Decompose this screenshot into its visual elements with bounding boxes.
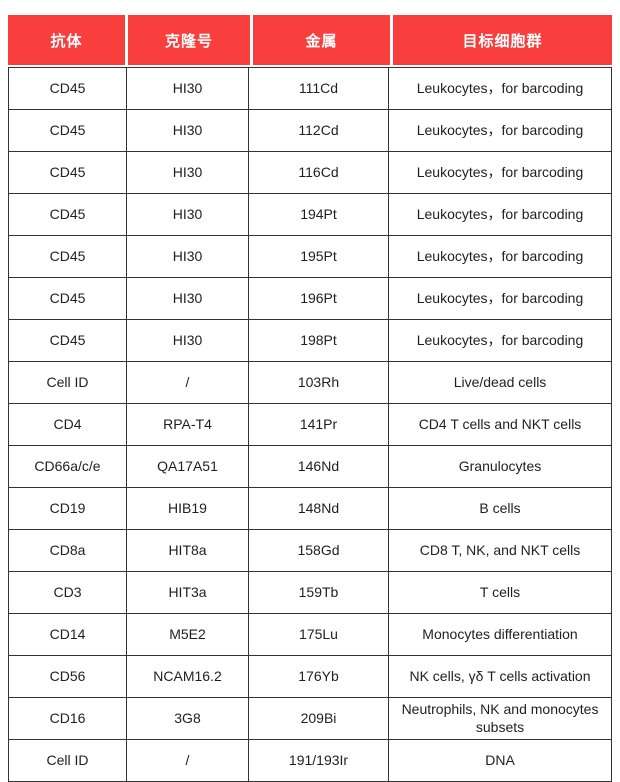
table-cell-antibody: CD3 bbox=[53, 583, 82, 600]
table-cell-metal: 176Yb bbox=[248, 656, 388, 697]
table-cell-metal: 196Pt bbox=[248, 278, 388, 319]
table-cell-metal: 158Gd bbox=[248, 530, 388, 571]
table-cell-clone: HIT3a bbox=[126, 572, 248, 613]
table-row: CD45 HI30 198Pt Leukocytes，for barcoding bbox=[9, 319, 611, 361]
table-cell-clone: / bbox=[126, 740, 248, 781]
table-cell-target: Leukocytes，for barcoding bbox=[388, 152, 611, 193]
table-cell-target: Leukocytes，for barcoding bbox=[388, 320, 611, 361]
table-cell-clone: HI30 bbox=[126, 110, 248, 151]
table-cell-target: Leukocytes，for barcoding bbox=[388, 194, 611, 235]
table-cell-target: Granulocytes bbox=[388, 446, 611, 487]
table-cell-metal: 191/193Ir bbox=[248, 740, 388, 781]
table-cell-metal: 116Cd bbox=[248, 152, 388, 193]
table-header-row: 抗体 克隆号 金属 目标细胞群 bbox=[8, 15, 612, 65]
table-cell-clone: RPA-T4 bbox=[126, 404, 248, 445]
table-cell-clone: HI30 bbox=[126, 68, 248, 109]
table-row: CD45 HI30 116Cd Leukocytes，for barcoding bbox=[9, 151, 611, 193]
table-cell-metal: 195Pt bbox=[248, 236, 388, 277]
table-cell-metal: 103Rh bbox=[248, 362, 388, 403]
table-cell-antibody: CD45 bbox=[49, 289, 86, 306]
table-cell-antibody: CD14 bbox=[49, 625, 86, 642]
table-cell-target: T cells bbox=[388, 572, 611, 613]
table-row: CD14 M5E2 175Lu Monocytes differentiation bbox=[9, 613, 611, 655]
antibody-panel-table: 抗体 克隆号 金属 目标细胞群 CD45 HI30 111Cd Leukocytes，… bbox=[8, 15, 612, 782]
table-cell-target: Monocytes differentiation bbox=[388, 614, 611, 655]
table-cell-clone: HI30 bbox=[126, 320, 248, 361]
table-cell-antibody: CD45 bbox=[49, 247, 86, 264]
table-cell-clone: HI30 bbox=[126, 152, 248, 193]
table-cell-antibody: CD8a bbox=[49, 541, 86, 558]
table-row: Cell ID /191/193Ir DNA bbox=[9, 739, 611, 781]
header-cell-target: 目标细胞群 bbox=[393, 15, 612, 65]
table-cell-metal: 159Tb bbox=[248, 572, 388, 613]
table-cell-antibody: Cell ID bbox=[46, 751, 89, 768]
header-cell-metal: 金属 bbox=[253, 15, 393, 65]
table-cell-clone: HI30 bbox=[126, 194, 248, 235]
table-row: CD66a/c/e QA17A51 146Nd Granulocytes bbox=[9, 445, 611, 487]
table-row: CD3 HIT3a 159Tb T cells bbox=[9, 571, 611, 613]
header-cell-antibody: 抗体 bbox=[8, 15, 128, 65]
table-row: Cell ID /103Rh Live/dead cells bbox=[9, 361, 611, 403]
table-cell-antibody: CD4 bbox=[53, 415, 82, 432]
table-cell-antibody: Cell ID bbox=[46, 373, 89, 390]
table-cell-target: B cells bbox=[388, 488, 611, 529]
table-row: CD45 HI30 112Cd Leukocytes，for barcoding bbox=[9, 109, 611, 151]
table-row: CD45 HI30 196Pt Leukocytes，for barcoding bbox=[9, 277, 611, 319]
table-cell-antibody: CD45 bbox=[49, 163, 86, 180]
table-row: CD56 NCAM16.2 176Yb NK cells, γδ T cells ac… bbox=[9, 655, 611, 697]
table-cell-clone: NCAM16.2 bbox=[126, 656, 248, 697]
table-cell-target: CD4 T cells and NKT cells bbox=[388, 404, 611, 445]
table-cell-antibody: CD45 bbox=[49, 205, 86, 222]
table-cell-target: Live/dead cells bbox=[388, 362, 611, 403]
table-cell-clone: HI30 bbox=[126, 236, 248, 277]
table-cell-metal: 209Bi bbox=[248, 698, 388, 739]
table-row: CD45 HI30 111Cd Leukocytes，for barcoding bbox=[9, 68, 611, 109]
table-cell-target: Neutrophils, NK and monocytes subsets bbox=[388, 698, 611, 739]
table-body: CD45 HI30 111Cd Leukocytes，for barcoding CD4… bbox=[8, 67, 612, 782]
table-row: CD8a HIT8a 158Gd CD8 T, NK, and NKT cells bbox=[9, 529, 611, 571]
table-cell-metal: 194Pt bbox=[248, 194, 388, 235]
table-cell-antibody: CD66a/c/e bbox=[34, 457, 101, 474]
table-cell-target: NK cells, γδ T cells activation bbox=[388, 656, 611, 697]
table-cell-clone: 3G8 bbox=[126, 698, 248, 739]
table-cell-target: DNA bbox=[388, 740, 611, 781]
table-cell-target: Leukocytes，for barcoding bbox=[388, 236, 611, 277]
table-cell-antibody: CD16 bbox=[49, 709, 86, 726]
table-row: CD19 HIB19 148Nd B cells bbox=[9, 487, 611, 529]
table-cell-target: CD8 T, NK, and NKT cells bbox=[388, 530, 611, 571]
table-cell-antibody: CD45 bbox=[49, 331, 86, 348]
table-row: CD4 RPA-T4 141Pr CD4 T cells and NKT cells bbox=[9, 403, 611, 445]
table-cell-metal: 198Pt bbox=[248, 320, 388, 361]
table-cell-metal: 141Pr bbox=[248, 404, 388, 445]
table-row: CD16 3G8 209Bi Neutrophils, NK and monocyte… bbox=[9, 697, 611, 739]
table-cell-clone: / bbox=[126, 362, 248, 403]
table-cell-metal: 146Nd bbox=[248, 446, 388, 487]
table-cell-target: Leukocytes，for barcoding bbox=[388, 278, 611, 319]
table-cell-antibody: CD19 bbox=[49, 499, 86, 516]
table-cell-metal: 111Cd bbox=[248, 68, 388, 109]
table-cell-antibody: CD45 bbox=[49, 79, 86, 96]
table-cell-metal: 112Cd bbox=[248, 110, 388, 151]
table-cell-target: Leukocytes，for barcoding bbox=[388, 110, 611, 151]
table-cell-clone: HIB19 bbox=[126, 488, 248, 529]
table-cell-antibody: CD56 bbox=[49, 667, 86, 684]
table-cell-metal: 148Nd bbox=[248, 488, 388, 529]
table-cell-antibody: CD45 bbox=[49, 121, 86, 138]
table-cell-metal: 175Lu bbox=[248, 614, 388, 655]
table-cell-target: Leukocytes，for barcoding bbox=[388, 68, 611, 109]
table-row: CD45 HI30 194Pt Leukocytes，for barcoding bbox=[9, 193, 611, 235]
table-row: CD45 HI30 195Pt Leukocytes，for barcoding bbox=[9, 235, 611, 277]
header-cell-clone: 克隆号 bbox=[128, 15, 253, 65]
table-cell-clone: QA17A51 bbox=[126, 446, 248, 487]
table-cell-clone: HI30 bbox=[126, 278, 248, 319]
table-cell-clone: HIT8a bbox=[126, 530, 248, 571]
table-cell-clone: M5E2 bbox=[126, 614, 248, 655]
